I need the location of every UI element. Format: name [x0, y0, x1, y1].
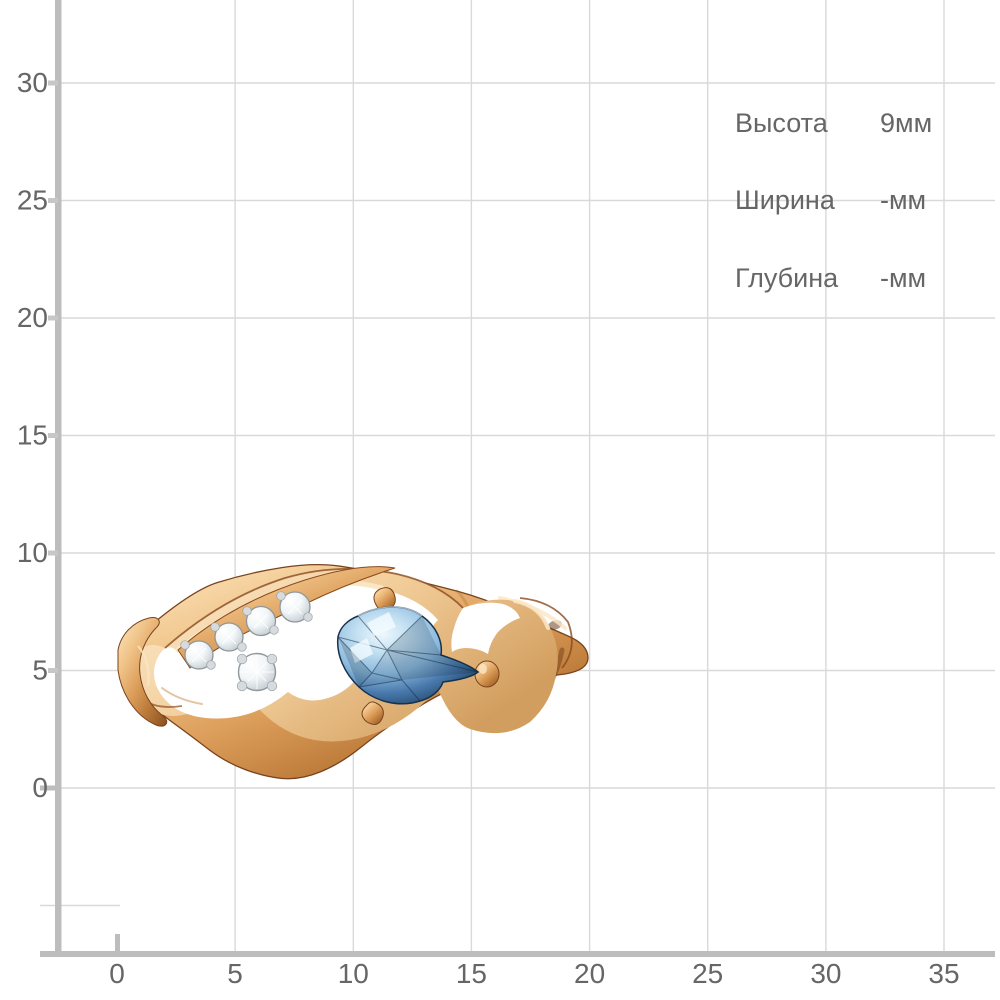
svg-text:10: 10: [17, 537, 48, 568]
svg-text:-мм: -мм: [880, 263, 926, 293]
svg-text:0: 0: [109, 958, 125, 989]
svg-text:30: 30: [810, 958, 841, 989]
svg-text:25: 25: [692, 958, 723, 989]
svg-text:15: 15: [456, 958, 487, 989]
svg-text:5: 5: [32, 655, 48, 686]
svg-text:Высота: Высота: [735, 108, 829, 138]
svg-text:10: 10: [338, 958, 369, 989]
svg-text:-мм: -мм: [880, 185, 926, 215]
svg-text:20: 20: [17, 302, 48, 333]
svg-text:Ширина: Ширина: [735, 185, 836, 215]
svg-text:0: 0: [32, 772, 48, 803]
svg-text:Глубина: Глубина: [735, 263, 839, 293]
svg-text:20: 20: [574, 958, 605, 989]
svg-text:35: 35: [928, 958, 959, 989]
svg-text:9мм: 9мм: [880, 108, 932, 138]
svg-text:15: 15: [17, 420, 48, 451]
svg-text:25: 25: [17, 185, 48, 216]
svg-text:5: 5: [227, 958, 243, 989]
svg-text:30: 30: [17, 67, 48, 98]
